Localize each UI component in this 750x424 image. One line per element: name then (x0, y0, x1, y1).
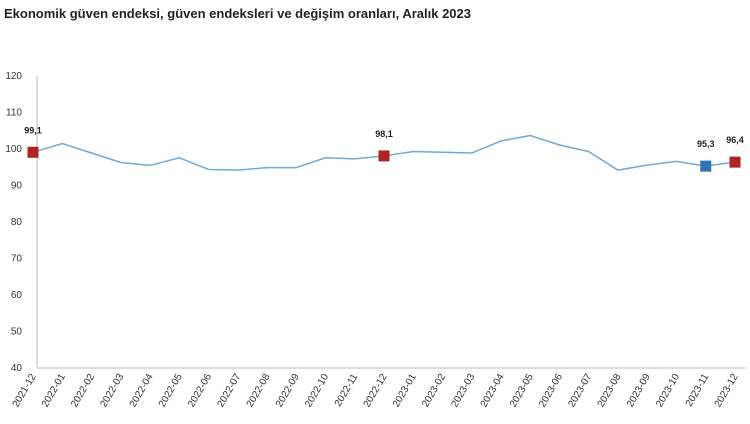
x-tick-label: 2023-04 (479, 372, 507, 410)
x-tick-label: 2023-11 (684, 372, 712, 409)
y-tick-label: 40 (11, 363, 23, 374)
x-tick-label: 2022-10 (303, 372, 331, 410)
x-tick-label: 2023-07 (566, 372, 594, 410)
value-label: 98,1 (375, 129, 393, 139)
value-label: 95,3 (697, 139, 715, 149)
x-tick-label: 2023-05 (508, 372, 536, 410)
marker (729, 156, 741, 168)
x-tick-label: 2022-04 (128, 372, 156, 410)
y-tick-label: 90 (11, 181, 23, 192)
y-tick-label: 110 (6, 108, 22, 119)
x-tick-label: 2022-11 (333, 372, 361, 409)
x-tick-label: 2023-06 (537, 372, 565, 410)
x-tick-label: 2023-03 (449, 372, 477, 410)
y-tick-label: 100 (5, 144, 22, 155)
value-label: 96,4 (726, 135, 744, 145)
y-tick-label: 60 (11, 290, 23, 301)
x-tick-label: 2023-08 (596, 372, 624, 410)
y-tick-label: 50 (11, 327, 23, 338)
y-tick-label: 70 (11, 254, 23, 265)
x-tick-label: 2023-09 (625, 372, 653, 410)
x-tick-label: 2023-12 (713, 372, 741, 410)
x-tick-label: 2023-01 (391, 372, 419, 410)
x-tick-label: 2022-06 (186, 372, 214, 410)
marker (700, 160, 712, 172)
x-tick-label: 2022-02 (69, 372, 97, 410)
value-label: 99,1 (24, 125, 42, 135)
x-tick-label: 2022-12 (362, 372, 390, 410)
marker (27, 146, 39, 158)
y-tick-label: 120 (5, 71, 22, 82)
chart-title: Ekonomik güven endeksi, güven endeksleri… (4, 6, 471, 21)
marker (378, 150, 390, 162)
x-tick-label: 2022-07 (215, 372, 243, 410)
x-tick-label: 2023-10 (654, 372, 682, 410)
x-tick-label: 2022-09 (274, 372, 302, 410)
x-tick-label: 2021-12 (11, 372, 39, 410)
x-tick-label: 2023-02 (420, 372, 448, 410)
x-tick-label: 2022-03 (98, 372, 126, 410)
x-tick-label: 2022-05 (157, 372, 185, 410)
y-tick-label: 80 (11, 217, 23, 228)
x-tick-label: 2022-01 (40, 372, 68, 410)
x-tick-label: 2022-08 (245, 372, 273, 410)
